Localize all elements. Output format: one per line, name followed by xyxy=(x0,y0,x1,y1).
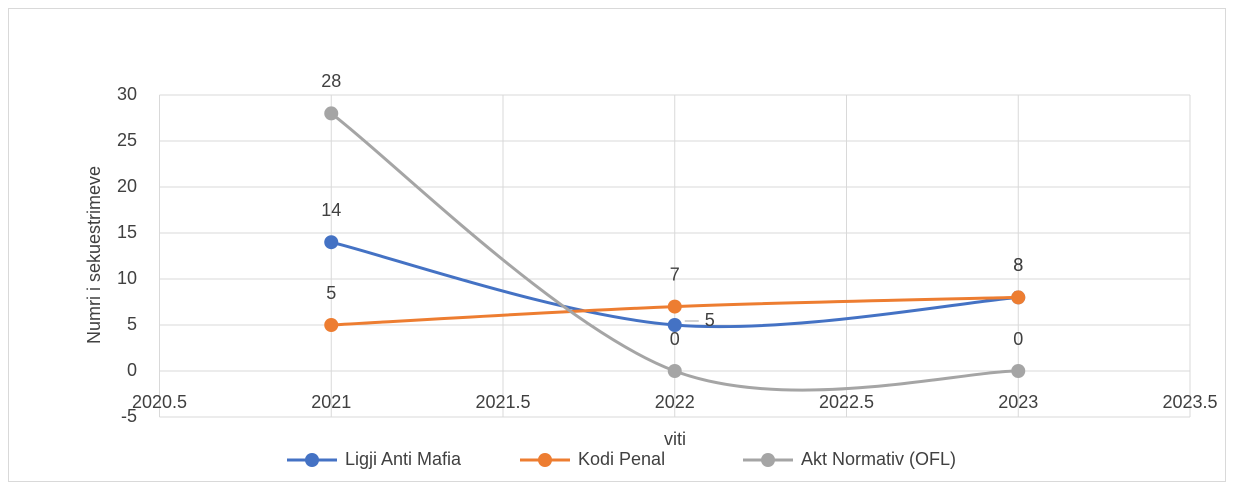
y-tick-label: 25 xyxy=(117,130,137,150)
x-tick-label: 2022.5 xyxy=(819,392,874,412)
legend-marker xyxy=(305,453,319,467)
chart-border xyxy=(8,8,1226,482)
data-point xyxy=(324,106,339,121)
data-point xyxy=(324,235,339,250)
y-tick-label: 20 xyxy=(117,176,137,196)
x-tick-label: 2020.5 xyxy=(132,392,187,412)
legend-label: Akt Normativ (OFL) xyxy=(801,449,956,469)
legend-label: Kodi Penal xyxy=(578,449,665,469)
y-tick-label: 10 xyxy=(117,268,137,288)
x-tick-label: 2021 xyxy=(311,392,351,412)
y-tick-label: 5 xyxy=(127,314,137,334)
data-point xyxy=(1011,290,1026,305)
data-point xyxy=(667,364,682,378)
y-tick-label: 15 xyxy=(117,222,137,242)
x-tick-label: 2021.5 xyxy=(475,392,530,412)
data-point xyxy=(324,318,339,332)
data-label: 5 xyxy=(705,310,715,330)
x-tick-label: 2023 xyxy=(998,392,1038,412)
data-point xyxy=(667,318,682,332)
y-axis-title: Numri i sekuestrimeve xyxy=(84,166,104,344)
data-point xyxy=(1011,364,1026,378)
data-label: 0 xyxy=(670,329,680,349)
data-label: 8 xyxy=(1013,255,1023,275)
data-label: 14 xyxy=(321,200,341,220)
data-point xyxy=(667,299,682,314)
legend-marker xyxy=(538,453,552,467)
x-axis-title: viti xyxy=(664,429,686,449)
data-label: 28 xyxy=(321,71,341,91)
y-tick-label: 30 xyxy=(117,84,137,104)
x-tick-label: 2022 xyxy=(655,392,695,412)
data-label: 0 xyxy=(1013,329,1023,349)
data-label: 5 xyxy=(326,283,336,303)
legend-marker xyxy=(761,453,775,467)
y-tick-label: -5 xyxy=(121,406,137,426)
x-tick-label: 2023.5 xyxy=(1162,392,1217,412)
data-label: 7 xyxy=(670,264,680,284)
y-tick-label: 0 xyxy=(127,360,137,380)
legend-label: Ligji Anti Mafia xyxy=(345,449,462,469)
data-label: 8 xyxy=(1013,255,1023,275)
